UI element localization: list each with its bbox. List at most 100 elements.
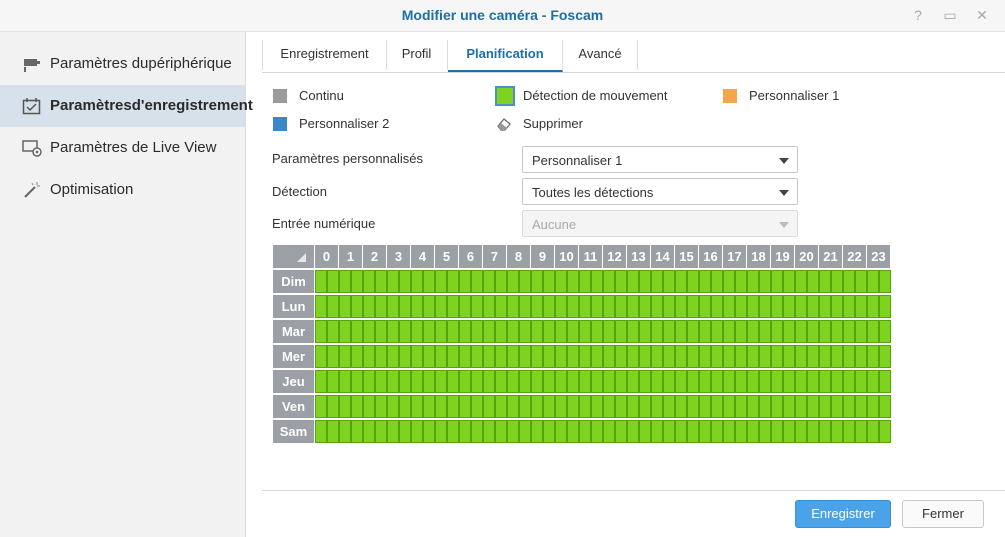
schedule-cell[interactable]	[555, 345, 567, 368]
schedule-cell[interactable]	[663, 345, 675, 368]
schedule-cell[interactable]	[315, 345, 327, 368]
schedule-cell[interactable]	[495, 395, 507, 418]
schedule-cell[interactable]	[855, 420, 867, 443]
schedule-cell[interactable]	[471, 420, 483, 443]
schedule-cell[interactable]	[807, 295, 819, 318]
schedule-cell[interactable]	[411, 345, 423, 368]
schedule-cell[interactable]	[687, 370, 699, 393]
schedule-cell[interactable]	[783, 295, 795, 318]
schedule-cell[interactable]	[687, 395, 699, 418]
schedule-cell[interactable]	[603, 295, 615, 318]
schedule-cell[interactable]	[375, 420, 387, 443]
schedule-cell[interactable]	[735, 395, 747, 418]
schedule-cell[interactable]	[543, 395, 555, 418]
schedule-cell[interactable]	[435, 420, 447, 443]
schedule-cell[interactable]	[567, 295, 579, 318]
schedule-cell[interactable]	[435, 270, 447, 293]
schedule-cell[interactable]	[639, 420, 651, 443]
schedule-cell[interactable]	[807, 345, 819, 368]
hour-header[interactable]: 11	[579, 245, 602, 268]
schedule-cell[interactable]	[855, 395, 867, 418]
schedule-cell[interactable]	[747, 370, 759, 393]
schedule-cell[interactable]	[435, 295, 447, 318]
schedule-cell[interactable]	[699, 370, 711, 393]
schedule-cell[interactable]	[375, 295, 387, 318]
schedule-cell[interactable]	[507, 320, 519, 343]
schedule-cell[interactable]	[675, 295, 687, 318]
schedule-cell[interactable]	[639, 295, 651, 318]
schedule-cell[interactable]	[411, 320, 423, 343]
schedule-cell[interactable]	[315, 295, 327, 318]
schedule-cell[interactable]	[411, 270, 423, 293]
schedule-cell[interactable]	[663, 420, 675, 443]
schedule-cell[interactable]	[663, 295, 675, 318]
schedule-cell[interactable]	[339, 270, 351, 293]
schedule-cell[interactable]	[387, 320, 399, 343]
tab-advanced[interactable]: Avancé	[563, 40, 638, 70]
schedule-cell[interactable]	[519, 345, 531, 368]
schedule-cell[interactable]	[771, 270, 783, 293]
day-header[interactable]: Dim	[273, 270, 314, 293]
schedule-cell[interactable]	[423, 320, 435, 343]
schedule-cell[interactable]	[339, 345, 351, 368]
schedule-cell[interactable]	[591, 270, 603, 293]
schedule-cell[interactable]	[351, 295, 363, 318]
schedule-cell[interactable]	[423, 370, 435, 393]
schedule-cell[interactable]	[543, 420, 555, 443]
schedule-cell[interactable]	[555, 420, 567, 443]
schedule-cell[interactable]	[675, 345, 687, 368]
schedule-cell[interactable]	[867, 320, 879, 343]
schedule-cell[interactable]	[483, 370, 495, 393]
schedule-cell[interactable]	[531, 295, 543, 318]
schedule-cell[interactable]	[567, 420, 579, 443]
schedule-cell[interactable]	[447, 270, 459, 293]
schedule-cell[interactable]	[831, 420, 843, 443]
schedule-cell[interactable]	[543, 370, 555, 393]
schedule-cell[interactable]	[723, 320, 735, 343]
schedule-cell[interactable]	[711, 370, 723, 393]
schedule-cell[interactable]	[315, 420, 327, 443]
schedule-cell[interactable]	[795, 295, 807, 318]
schedule-cell[interactable]	[627, 420, 639, 443]
schedule-cell[interactable]	[483, 395, 495, 418]
schedule-cell[interactable]	[711, 320, 723, 343]
schedule-cell[interactable]	[519, 420, 531, 443]
schedule-cell[interactable]	[735, 370, 747, 393]
schedule-cell[interactable]	[387, 420, 399, 443]
schedule-cell[interactable]	[711, 395, 723, 418]
schedule-cell[interactable]	[759, 270, 771, 293]
schedule-cell[interactable]	[543, 345, 555, 368]
schedule-cell[interactable]	[795, 320, 807, 343]
schedule-cell[interactable]	[471, 395, 483, 418]
schedule-cell[interactable]	[687, 320, 699, 343]
schedule-cell[interactable]	[807, 270, 819, 293]
schedule-cell[interactable]	[519, 395, 531, 418]
schedule-cell[interactable]	[591, 420, 603, 443]
hour-header[interactable]: 0	[315, 245, 338, 268]
hour-header[interactable]: 20	[795, 245, 818, 268]
schedule-cell[interactable]	[759, 370, 771, 393]
schedule-cell[interactable]	[855, 320, 867, 343]
schedule-cell[interactable]	[591, 345, 603, 368]
schedule-cell[interactable]	[375, 320, 387, 343]
schedule-cell[interactable]	[807, 420, 819, 443]
schedule-cell[interactable]	[591, 295, 603, 318]
schedule-cell[interactable]	[315, 395, 327, 418]
schedule-cell[interactable]	[327, 395, 339, 418]
day-header[interactable]: Ven	[273, 395, 314, 418]
schedule-cell[interactable]	[651, 395, 663, 418]
hour-header[interactable]: 22	[843, 245, 866, 268]
schedule-cell[interactable]	[411, 395, 423, 418]
schedule-cell[interactable]	[591, 370, 603, 393]
schedule-cell[interactable]	[579, 345, 591, 368]
schedule-cell[interactable]	[435, 395, 447, 418]
schedule-cell[interactable]	[615, 395, 627, 418]
schedule-cell[interactable]	[339, 295, 351, 318]
day-header[interactable]: Mar	[273, 320, 314, 343]
select-all-corner[interactable]	[273, 245, 314, 268]
schedule-cell[interactable]	[603, 270, 615, 293]
schedule-cell[interactable]	[567, 270, 579, 293]
schedule-cell[interactable]	[603, 395, 615, 418]
schedule-cell[interactable]	[807, 370, 819, 393]
schedule-cell[interactable]	[339, 370, 351, 393]
